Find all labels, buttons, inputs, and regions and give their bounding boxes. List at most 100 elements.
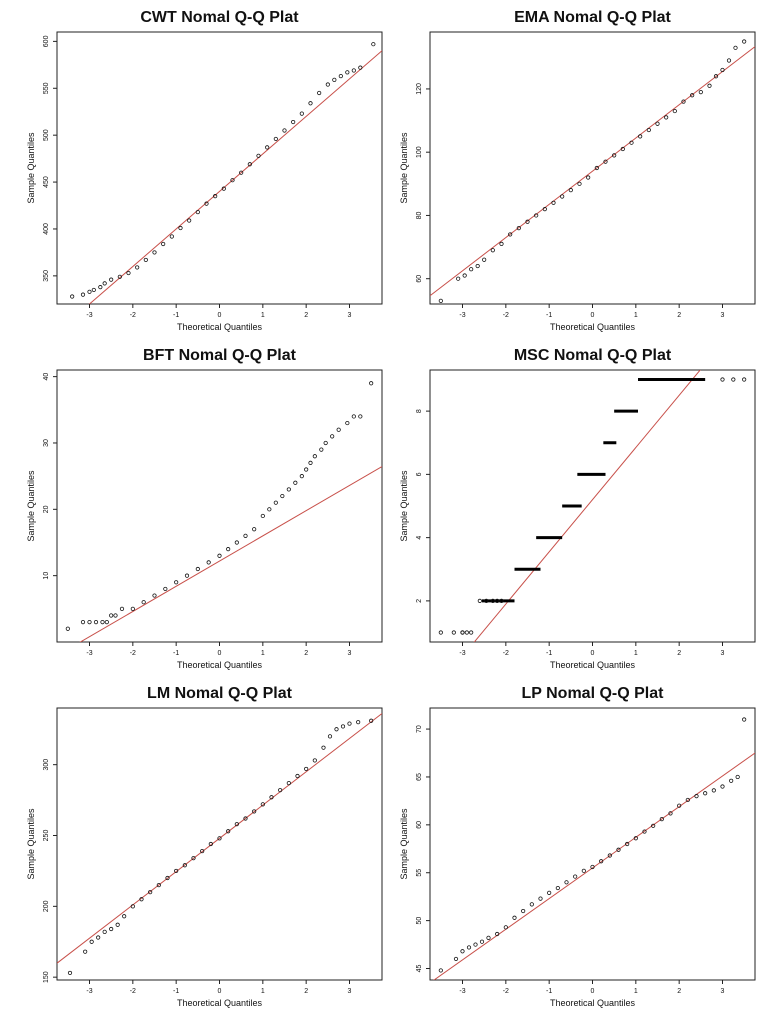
y-tick-label: 65	[416, 773, 423, 781]
qq-point	[80, 619, 86, 625]
x-tick-label: 0	[591, 312, 595, 319]
y-tick-label: 80	[416, 211, 423, 219]
qq-reference-line	[430, 46, 755, 297]
y-tick-label: 8	[416, 409, 423, 413]
x-tick-label: -1	[173, 650, 179, 657]
x-tick-label: 2	[304, 650, 308, 657]
qq-panel: LM Nomal Q-Q Plat -3 -2 -1 0 1 2 3 150 200 250 300 T…	[26, 685, 383, 1008]
qq-point	[720, 67, 725, 73]
qq-point	[265, 145, 270, 150]
x-tick-label: -3	[86, 988, 92, 995]
qq-point	[479, 939, 485, 944]
qq-point	[87, 619, 92, 625]
x-tick-label: -3	[459, 650, 465, 657]
qq-point	[351, 414, 356, 419]
y-tick-label: 600	[43, 35, 50, 47]
x-tick-label: 3	[721, 650, 725, 657]
qq-point	[87, 289, 92, 294]
qq-point	[286, 780, 291, 786]
y-tick-label: 450	[43, 176, 50, 188]
qq-point	[100, 619, 105, 625]
qq-reference-line	[79, 466, 382, 642]
qq-point	[358, 65, 363, 70]
y-axis-label: Sample Quantiles	[399, 132, 409, 204]
qq-point	[252, 809, 257, 814]
qq-panel: EMA Nomal Q-Q Plat -3 -2 -1 0 1 2 3 60 80 100 120 Th…	[399, 9, 756, 332]
plot-area	[65, 381, 382, 642]
y-axis-label: Sample Quantiles	[399, 808, 409, 880]
qq-point	[713, 74, 719, 79]
plot-area	[433, 717, 755, 980]
qq-point	[204, 201, 209, 206]
qq-point	[534, 213, 539, 218]
x-axis-label: Theoretical Quantiles	[177, 322, 263, 332]
plot-frame	[56, 369, 383, 643]
y-tick-label: 70	[416, 725, 423, 733]
qq-point	[555, 885, 560, 891]
qq-point	[317, 90, 322, 96]
qq-point	[564, 880, 569, 885]
qq-point	[711, 788, 716, 793]
qq-point	[512, 915, 517, 920]
x-tick-label: 0	[591, 650, 595, 657]
qq-point	[438, 630, 443, 635]
qq-point	[234, 540, 239, 545]
x-tick-label: 3	[348, 650, 352, 657]
qq-point	[325, 82, 330, 87]
qq-point	[295, 773, 300, 779]
panel-title: MSC Nomal Q-Q Plat	[514, 347, 672, 364]
qq-point	[323, 440, 328, 446]
x-tick-label: 3	[721, 312, 725, 319]
plot-frame	[56, 707, 383, 981]
qq-point	[685, 797, 690, 803]
qq-point	[234, 822, 239, 827]
x-tick-label: 1	[261, 650, 265, 657]
qq-point	[369, 381, 374, 386]
qq-point	[451, 630, 456, 635]
qq-point	[486, 935, 491, 940]
qq-point	[152, 593, 157, 598]
y-tick-label: 30	[43, 439, 50, 447]
qq-point	[126, 270, 131, 276]
qq-point	[499, 598, 504, 603]
qq-point	[109, 613, 114, 618]
qq-point	[590, 864, 595, 870]
y-tick-label: 4	[416, 536, 423, 540]
qq-point	[475, 263, 480, 269]
y-tick-label: 300	[43, 759, 50, 771]
qq-point	[321, 745, 326, 750]
qq-point	[195, 566, 200, 572]
qq-point	[152, 250, 157, 255]
qq-point	[122, 914, 127, 919]
plot-area	[430, 39, 755, 303]
plot-frame	[56, 31, 383, 305]
qq-point	[334, 727, 339, 732]
qq-point	[178, 225, 183, 231]
qq-point	[340, 724, 346, 729]
plot-frame	[429, 369, 756, 643]
qq-point	[96, 935, 101, 940]
x-tick-label: -3	[459, 988, 465, 995]
qq-point	[191, 856, 196, 861]
qq-point	[672, 108, 677, 114]
qq-point	[358, 414, 363, 419]
qq-point	[345, 420, 350, 426]
qq-point	[516, 225, 521, 231]
qq-point	[217, 836, 222, 841]
qq-point	[221, 186, 226, 191]
qq-point	[731, 377, 736, 382]
qq-point	[603, 159, 608, 164]
qq-point	[278, 788, 283, 793]
qq-point	[312, 454, 317, 459]
qq-point	[338, 73, 343, 79]
qq-point	[169, 234, 174, 239]
qq-point	[521, 908, 526, 914]
qq-reference-line	[473, 370, 701, 642]
qq-point	[267, 507, 272, 512]
x-axis-label: Theoretical Quantiles	[550, 322, 636, 332]
qq-point	[247, 162, 252, 167]
y-tick-label: 20	[43, 505, 50, 513]
plot-frame	[429, 707, 756, 981]
qq-point	[568, 188, 573, 193]
qq-point	[109, 926, 114, 932]
